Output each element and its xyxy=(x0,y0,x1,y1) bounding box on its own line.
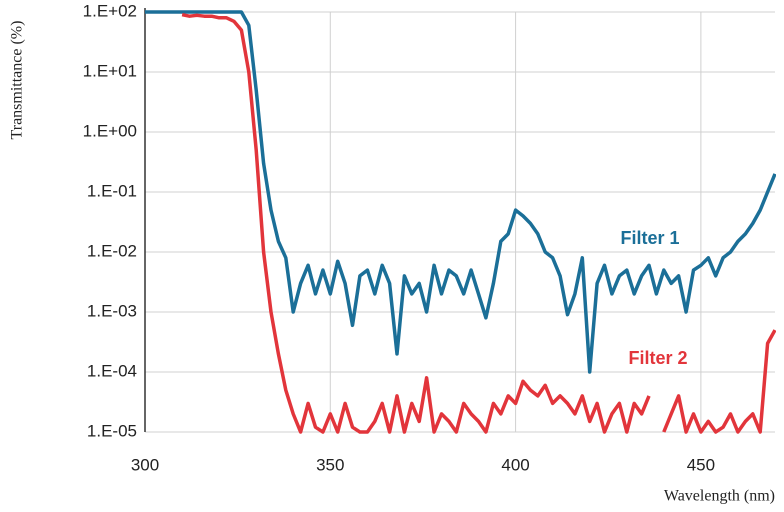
y-tick-label: 1.E-01 xyxy=(87,181,137,200)
legend-label: Filter 1 xyxy=(620,228,679,248)
x-tick-label: 450 xyxy=(687,455,715,474)
series-line xyxy=(145,10,776,374)
y-axis-title: Transmittance (%) xyxy=(9,21,26,140)
x-tick-label: 350 xyxy=(316,455,344,474)
y-tick-label: 1.E-04 xyxy=(87,361,137,380)
series-line xyxy=(181,12,776,434)
legend-label: Filter 2 xyxy=(628,348,687,368)
x-tick-label: 400 xyxy=(501,455,529,474)
y-tick-label: 1.E-02 xyxy=(87,241,137,260)
x-tick-label: 300 xyxy=(131,455,159,474)
y-tick-label: 1.E-05 xyxy=(87,421,137,440)
y-tick-label: 1.E+01 xyxy=(83,61,137,80)
y-tick-label: 1.E+00 xyxy=(83,121,137,140)
x-axis-title: Wavelength (nm) xyxy=(664,488,775,505)
y-tick-label: 1.E+02 xyxy=(83,1,137,20)
y-tick-label: 1.E-03 xyxy=(87,301,137,320)
